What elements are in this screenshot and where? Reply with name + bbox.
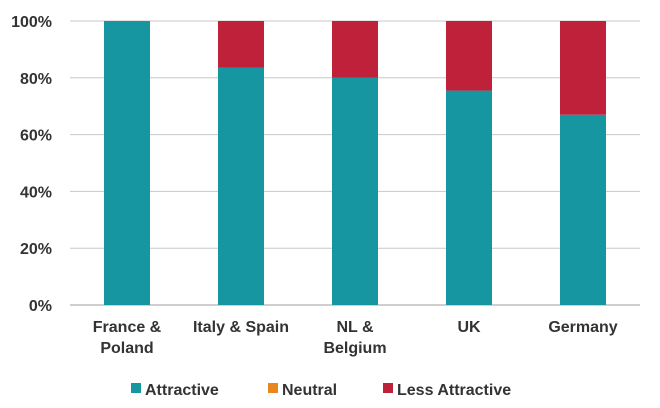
y-tick-label: 80% (20, 71, 52, 88)
bar-segment-attractive (332, 77, 378, 305)
legend-label: Less Attractive (397, 382, 511, 399)
bar-segment-attractive (560, 114, 606, 305)
x-tick-label: Italy & Spain (193, 319, 289, 336)
x-tick-label: Belgium (323, 340, 386, 357)
legend-swatch (383, 383, 393, 393)
y-axis: 0% 20% 40% 60% 80% 100% (11, 14, 52, 315)
x-tick-label: Poland (100, 340, 153, 357)
legend-swatch (268, 383, 278, 393)
bar-segment-attractive (218, 67, 264, 305)
bar-segment-less-attractive (446, 21, 492, 91)
bar-segment-less-attractive (332, 21, 378, 78)
y-tick-label: 40% (20, 184, 52, 201)
legend-swatch (131, 383, 141, 393)
bar-segment-less-attractive (560, 21, 606, 115)
x-tick-label: UK (457, 319, 481, 336)
x-axis: France & Poland Italy & Spain NL & Belgium UK… (93, 319, 618, 357)
y-tick-label: 100% (11, 14, 52, 31)
bar-segment-attractive (446, 90, 492, 305)
x-tick-label: Germany (548, 319, 617, 336)
legend: Attractive Neutral Less Attractive (131, 382, 511, 399)
bar-segment-attractive (104, 21, 150, 305)
legend-label: Neutral (282, 382, 337, 399)
x-tick-label: France & (93, 319, 162, 336)
x-tick-label: NL & (336, 319, 373, 336)
y-tick-label: 60% (20, 128, 52, 145)
bar-segment-less-attractive (218, 21, 264, 68)
legend-label: Attractive (145, 382, 219, 399)
y-tick-label: 0% (29, 298, 52, 315)
bars (104, 21, 606, 305)
y-tick-label: 20% (20, 241, 52, 258)
